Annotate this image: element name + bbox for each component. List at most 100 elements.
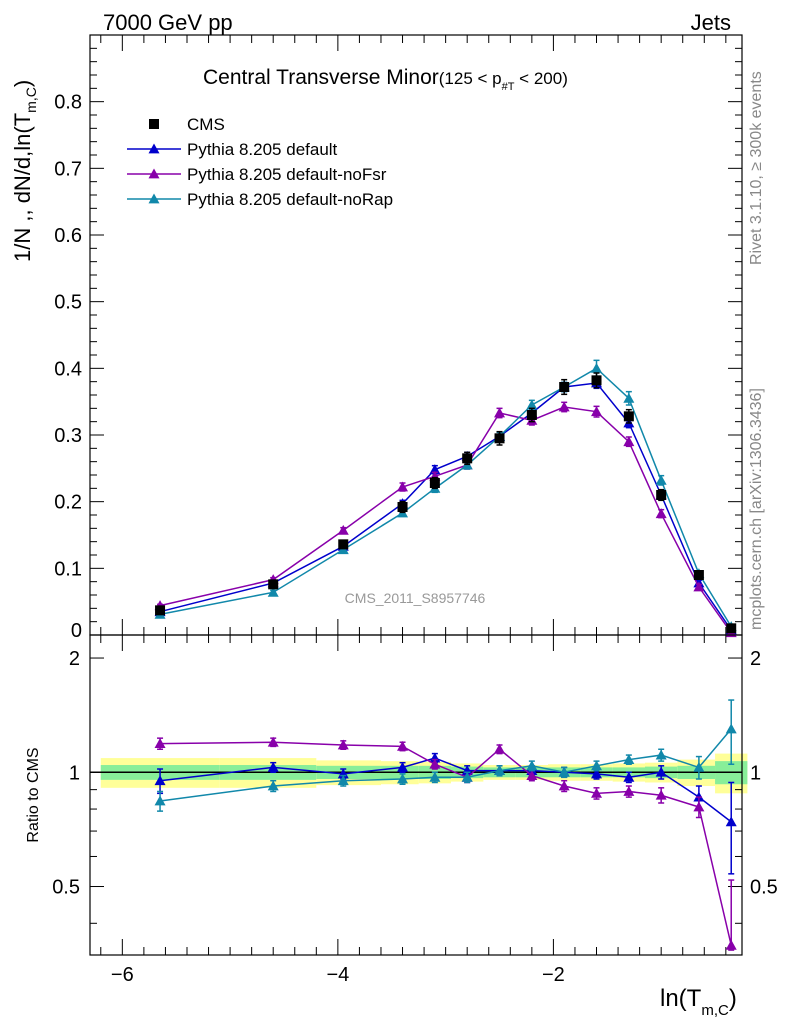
plot-title-cut-post: < 200) [514, 69, 567, 88]
ratio-ytick-label-right: 0.5 [750, 877, 778, 899]
ratio-line-pythia-8-205-default-nofsr [160, 741, 732, 946]
ratio-point-pythia-8-205-default-nofsr [494, 743, 506, 754]
ratio-point-pythia-8-205-default-nofsr [558, 780, 570, 791]
ratio-point-pythia-8-205-default-nofsr [623, 785, 635, 796]
ratio-xlabel-pre: ln(T [660, 985, 702, 1012]
main-point-pythia-8-205-default-nofsr [591, 406, 603, 417]
ratio-xlabel: ln(Tm,C) [660, 985, 737, 1019]
ratio-point-pythia-8-205-default-norap [725, 723, 737, 734]
legend-label-pythia-8-205-default: Pythia 8.205 default [187, 140, 338, 159]
main-ytick-label: 0.7 [54, 158, 82, 180]
ratio-point-pythia-8-205-default-norap [337, 775, 349, 786]
legend-marker-pythia-8-205-default-norap [148, 193, 160, 204]
ratio-point-pythia-8-205-default-norap [693, 761, 705, 772]
ratio-xtick-label: −4 [326, 964, 349, 986]
ratio-xtick-label: −2 [542, 964, 565, 986]
header-process: Jets [691, 10, 731, 35]
ratio-ytick-label-right: 1 [750, 762, 761, 784]
ratio-ytick-label-right: 2 [750, 648, 761, 670]
ratio-point-pythia-8-205-default-norap [154, 795, 166, 806]
ratio-point-pythia-8-205-default-nofsr [655, 789, 667, 800]
ratio-point-pythia-8-205-default-norap [397, 773, 409, 784]
ratio-point-pythia-8-205-default-norap [461, 771, 473, 782]
main-ytick-label: 0 [71, 620, 82, 642]
ratio-line-pythia-8-205-default-norap [159, 728, 732, 802]
main-point-pythia-8-205-default-nofsr [655, 508, 667, 519]
main-ytick-label: 0.3 [54, 425, 82, 447]
main-point-cms [623, 411, 634, 422]
legend: CMS Pythia 8.205 default Pythia 8.205 defa… [127, 115, 393, 209]
main-point-cms [526, 410, 537, 420]
main-line-pythia-8-205-default-norap [159, 367, 732, 628]
main-point-cms [494, 433, 505, 444]
main-point-pythia-8-205-default-nofsr [337, 524, 349, 535]
ratio-point-pythia-8-205-default-norap [591, 760, 603, 771]
legend-label-cms: CMS [187, 115, 225, 134]
header-energy: 7000 GeV pp [103, 10, 233, 35]
legend-marker-pythia-8-205-default-nofsr [148, 168, 160, 179]
main-line-pythia-8-205-default-nofsr [159, 406, 732, 634]
rivet-label: Rivet 3.1.10, ≥ 300k events [748, 71, 765, 265]
main-point-cms [429, 478, 440, 488]
main-plot: 0.1 0.2 0.3 0.4 0.5 0.6 0.7 0.8 0 [54, 34, 743, 642]
main-ytick-label: 0.2 [54, 492, 82, 514]
ratio-point-pythia-8-205-default [267, 761, 279, 772]
main-point-pythia-8-205-default-norap [623, 392, 635, 403]
ratio-point-pythia-8-205-default-nofsr [526, 770, 538, 781]
main-ylabel: 1/N ,, dN/d,ln(Tm,C) [10, 80, 39, 262]
legend-label-pythia-8-205-default-norap: Pythia 8.205 default-noRap [187, 190, 393, 209]
ratio-point-pythia-8-205-default [154, 775, 166, 786]
ratio-point-pythia-8-205-default-nofsr [591, 787, 603, 798]
main-ytick-label: 0.6 [54, 225, 82, 247]
legend-label-pythia-8-205-default-nofsr: Pythia 8.205 default-noFsr [187, 165, 387, 184]
main-ytick-label: 0.5 [54, 292, 82, 314]
main-point-cms [591, 375, 602, 386]
ratio-point-pythia-8-205-default-nofsr [337, 739, 349, 750]
ratio-point-pythia-8-205-default [397, 761, 409, 772]
main-ylabel-mid: ,, dN/d,ln(T [10, 113, 35, 228]
plot-title-main: Central Transverse Minor [203, 66, 439, 89]
main-ytick-label: 0.8 [54, 92, 82, 114]
ratio-point-pythia-8-205-default-norap [623, 754, 635, 764]
ratio-point-pythia-8-205-default [655, 766, 667, 777]
ratio-plot: −6 −4 −2 0.5 0.5 1 1 2 2 [52, 634, 778, 986]
ratio-ytick-label-left: 2 [69, 648, 80, 670]
analysis-watermark: CMS_2011_S8957746 [345, 590, 486, 606]
main-point-pythia-8-205-default-nofsr [693, 581, 705, 592]
ratio-ytick-label-left: 0.5 [52, 877, 80, 899]
main-ylabel-sub: m,C [23, 87, 39, 113]
main-point-pythia-8-205-default-nofsr [623, 436, 635, 447]
plot-title: Central Transverse Minor(125 < p#T < 200… [203, 66, 568, 93]
main-point-cms [656, 490, 667, 500]
main-point-cms [559, 382, 570, 392]
main-point-pythia-8-205-default-norap [655, 474, 667, 485]
ratio-xlabel-sub: m,C [701, 1002, 729, 1019]
ratio-point-pythia-8-205-default-norap [429, 771, 441, 782]
main-ytick-label: 0.4 [54, 358, 82, 380]
main-point-cms [155, 605, 166, 616]
main-point-cms [462, 453, 473, 464]
main-point-pythia-8-205-default-norap [267, 586, 279, 597]
main-ylabel-post: ) [10, 80, 35, 87]
ratio-point-pythia-8-205-default-norap [558, 766, 570, 777]
main-point-cms [268, 579, 279, 590]
legend-marker-pythia-8-205-default [148, 143, 160, 154]
main-ytick-label: 0.1 [54, 558, 82, 580]
ratio-point-pythia-8-205-default-norap [267, 780, 279, 791]
ratio-frame [89, 634, 743, 956]
ratio-point-pythia-8-205-default-nofsr [429, 758, 441, 769]
mcplots-label: mcplots.cern.ch [arXiv:1306.3436] [748, 388, 765, 630]
plot-title-cut-sub: #T [502, 81, 515, 93]
main-point-cms [338, 539, 349, 550]
plot-title-cut-pre: (125 < p [439, 69, 502, 88]
main-point-cms [693, 570, 704, 580]
legend-marker-cms [149, 119, 159, 129]
ratio-point-pythia-8-205-default-nofsr [693, 801, 705, 812]
main-point-pythia-8-205-default-norap [591, 362, 603, 373]
main-point-pythia-8-205-default-nofsr [397, 481, 409, 492]
main-line-pythia-8-205-default [159, 382, 732, 631]
ratio-line-pythia-8-205-default [159, 757, 732, 823]
ratio-point-pythia-8-205-default [591, 768, 603, 779]
ratio-ylabel: Ratio to CMS [25, 747, 42, 842]
